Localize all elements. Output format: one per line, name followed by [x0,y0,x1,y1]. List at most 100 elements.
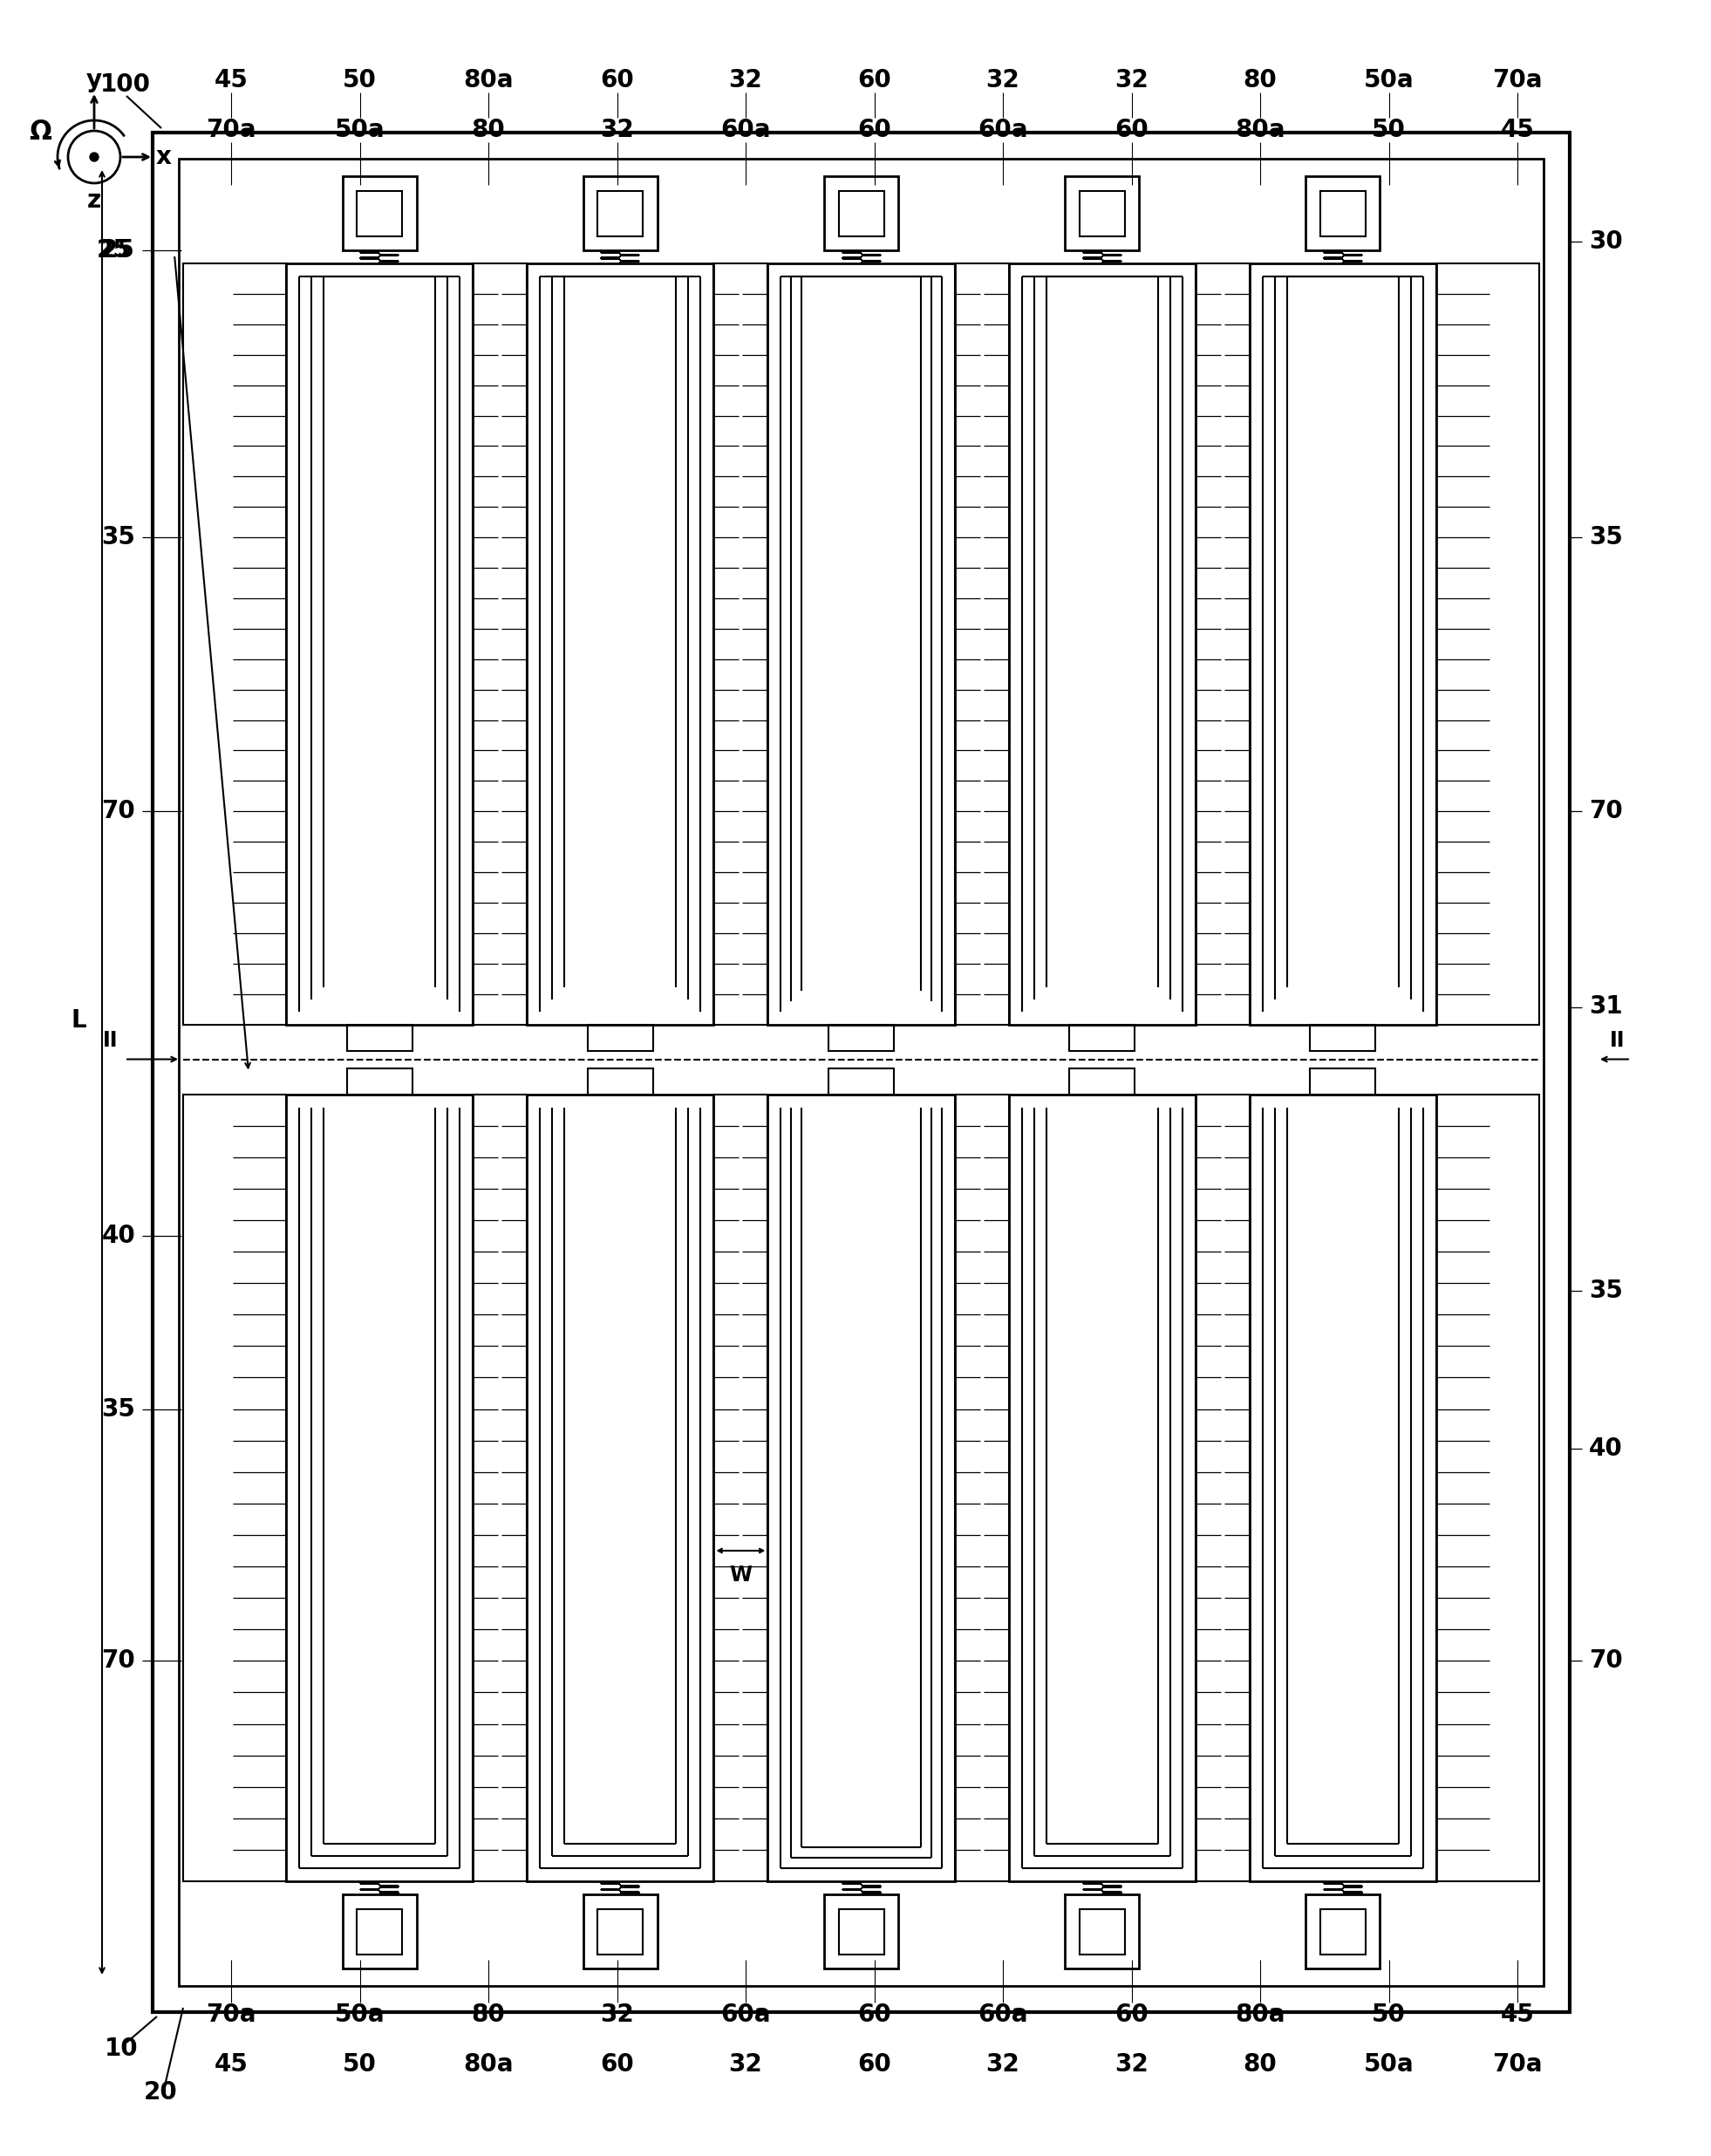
Bar [358,1908,402,1953]
Text: 35: 35 [1590,526,1622,550]
Text: 70a: 70a [1492,2053,1543,2076]
Bar [347,1024,412,1050]
Text: 70: 70 [1590,1649,1622,1673]
Text: 50a: 50a [1364,69,1413,93]
Bar [183,263,286,1024]
Bar [472,263,527,1024]
Bar [713,1093,768,1882]
Text: 32: 32 [729,2053,763,2076]
Bar [825,1895,898,1968]
Text: 70a: 70a [1492,69,1543,93]
Bar [286,263,472,1024]
Text: 60a: 60a [977,2003,1028,2027]
Text: 70a: 70a [205,2003,257,2027]
Text: 80a: 80a [1235,119,1285,142]
Bar [768,263,955,1024]
Text: z: z [87,188,101,213]
Bar [1249,263,1436,1024]
Text: 40: 40 [1590,1436,1622,1460]
Text: 70: 70 [101,800,135,824]
Text: 80a: 80a [1235,2003,1285,2027]
Text: 25: 25 [101,237,135,263]
Text: 35: 35 [1590,1279,1622,1302]
Bar [583,177,657,250]
Text: 32: 32 [986,2053,1020,2076]
Bar [1321,1908,1365,1953]
Bar [828,1024,893,1050]
Bar [1069,1067,1134,1093]
Bar [1009,1093,1196,1882]
Bar [1196,1093,1249,1882]
Circle shape [89,153,99,162]
Bar [358,190,402,235]
Bar [342,1895,416,1968]
Text: y: y [86,69,103,93]
Text: 45: 45 [1501,119,1535,142]
Bar [1305,1895,1381,1968]
Bar [183,1093,286,1882]
Bar [1436,1093,1540,1882]
Bar [178,160,1543,1986]
Bar [1196,263,1249,1024]
Text: x: x [156,144,171,168]
Text: 60: 60 [1114,2003,1148,2027]
Text: 80: 80 [472,2003,505,2027]
Bar [955,1093,1009,1882]
Bar [1321,190,1365,235]
Text: 32: 32 [986,69,1020,93]
Text: 10: 10 [104,2037,139,2061]
Text: 35: 35 [101,1397,135,1421]
Text: 70: 70 [101,1649,135,1673]
Bar [527,263,713,1024]
Bar [583,1895,657,1968]
Bar [152,132,1569,2012]
Text: 60a: 60a [720,2003,770,2027]
Bar [286,1093,472,1882]
Text: 60: 60 [857,69,891,93]
Text: 80: 80 [1244,69,1276,93]
Text: 50a: 50a [335,2003,385,2027]
Text: 80a: 80a [464,69,513,93]
Bar [587,1024,654,1050]
Bar [768,1093,955,1882]
Text: 70: 70 [1590,800,1622,824]
Bar [1311,1067,1376,1093]
Bar [1080,190,1124,235]
Text: 80a: 80a [464,2053,513,2076]
Text: II: II [103,1031,118,1050]
Text: 45: 45 [1501,2003,1535,2027]
Bar [1249,1093,1436,1882]
Text: 35: 35 [101,526,135,550]
Text: 60: 60 [1114,119,1148,142]
Text: W: W [729,1565,753,1585]
Text: 80: 80 [472,119,505,142]
Text: 50a: 50a [335,119,385,142]
Text: 60: 60 [857,2053,891,2076]
Text: 60a: 60a [977,119,1028,142]
Text: 31: 31 [1590,994,1622,1020]
Bar [472,1093,527,1882]
Text: 70a: 70a [205,119,257,142]
Bar [597,1908,643,1953]
Bar [1080,1908,1124,1953]
Text: L: L [70,1007,86,1033]
Text: 80: 80 [1244,2053,1276,2076]
Text: 32: 32 [601,119,633,142]
Bar [597,190,643,235]
Bar [527,1093,713,1882]
Text: 60: 60 [601,2053,633,2076]
Text: 25: 25 [98,237,130,263]
Text: II: II [1610,1031,1625,1050]
Bar [1064,1895,1140,1968]
Bar [825,177,898,250]
Bar [838,190,885,235]
Text: 50: 50 [342,69,376,93]
Text: 50: 50 [1372,119,1406,142]
Bar [1436,263,1540,1024]
Text: 30: 30 [1590,229,1622,254]
Text: 32: 32 [729,69,763,93]
Text: 32: 32 [601,2003,633,2027]
Bar [342,177,416,250]
Bar [838,1908,885,1953]
Text: 45: 45 [214,69,248,93]
